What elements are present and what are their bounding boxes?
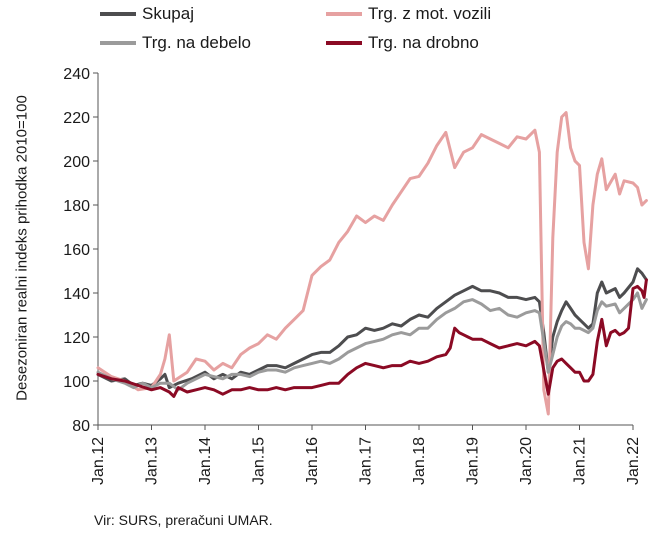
legend-item-trg-z-mot-vozili: Trg. z mot. vozili bbox=[326, 4, 491, 24]
series-line-trg-z-mot-vozili bbox=[96, 111, 648, 416]
legend-label-trg-z-mot-vozili: Trg. z mot. vozili bbox=[368, 4, 492, 23]
y-axis-label: Desezoniran realni indeks prihodka 2010=… bbox=[13, 95, 31, 401]
source-note: Vir: SURS, preračuni UMAR. bbox=[94, 512, 273, 528]
y-tick-label: 220 bbox=[63, 110, 90, 127]
series-line-trg-na-debelo bbox=[96, 291, 648, 392]
x-tick-label: Jan.19 bbox=[465, 437, 482, 485]
legend-label-trg-na-debelo: Trg. na debelo bbox=[142, 33, 251, 52]
series-line-trg-na-drobno bbox=[96, 278, 648, 398]
x-tick-label: Jan.17 bbox=[358, 437, 375, 485]
y-tick-label: 100 bbox=[63, 374, 90, 391]
x-tick-label: Jan.20 bbox=[518, 437, 535, 485]
y-tick-label: 140 bbox=[63, 286, 90, 303]
x-tick-label: Jan.14 bbox=[197, 437, 214, 485]
series-line-skupaj bbox=[96, 267, 648, 390]
y-tick-label: 180 bbox=[63, 198, 90, 215]
legend-swatch-trg-na-drobno bbox=[326, 41, 362, 45]
legend-label-skupaj: Skupaj bbox=[142, 4, 194, 23]
legend-swatch-trg-z-mot-vozili bbox=[326, 12, 362, 16]
legend-item-trg-na-debelo: Trg. na debelo bbox=[100, 33, 251, 53]
legend-label-trg-na-drobno: Trg. na drobno bbox=[368, 33, 479, 52]
x-tick-label: Jan.16 bbox=[304, 437, 321, 485]
legend-swatch-trg-na-debelo bbox=[100, 41, 136, 45]
y-tick-label: 240 bbox=[63, 66, 90, 83]
legend-swatch-skupaj bbox=[100, 12, 136, 16]
x-tick-label: Jan.22 bbox=[625, 437, 642, 485]
x-tick-label: Jan.18 bbox=[411, 437, 428, 485]
x-tick-label: Jan.15 bbox=[251, 437, 268, 485]
y-tick-label: 160 bbox=[63, 242, 90, 259]
x-tick-label: Jan.13 bbox=[144, 437, 161, 485]
y-tick-label: 120 bbox=[63, 330, 90, 347]
x-tick-label: Jan.12 bbox=[90, 437, 107, 485]
x-tick-label: Jan.21 bbox=[572, 437, 589, 485]
legend-item-skupaj: Skupaj bbox=[100, 4, 194, 24]
y-tick-label: 80 bbox=[72, 418, 90, 435]
legend-item-trg-na-drobno: Trg. na drobno bbox=[326, 33, 479, 53]
y-tick-label: 200 bbox=[63, 154, 90, 171]
